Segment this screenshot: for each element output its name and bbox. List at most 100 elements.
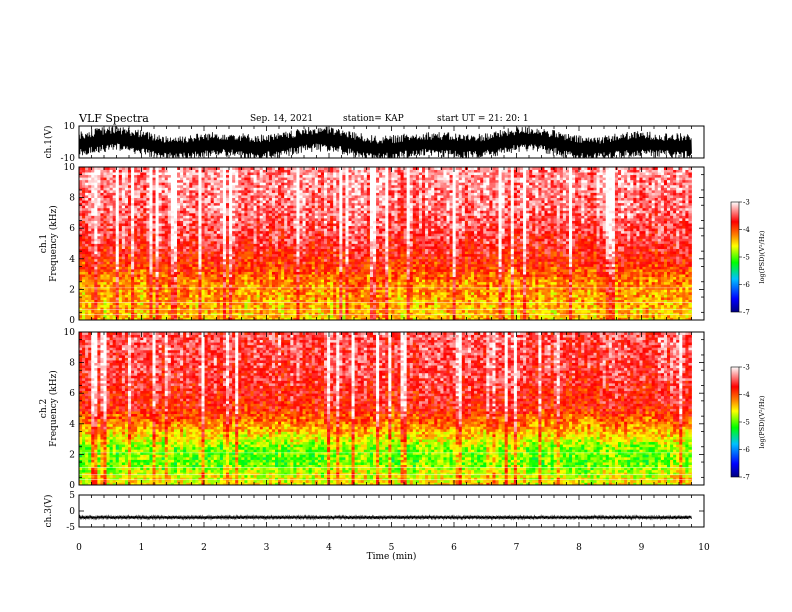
spectrogram-cell [293, 192, 297, 196]
spectrogram-cell [173, 167, 178, 170]
spectrogram-cell [183, 291, 187, 295]
spectrogram-cell [155, 177, 160, 181]
spectrogram-cell [201, 177, 205, 181]
spectrogram-cell [327, 243, 331, 247]
spectrogram-cell [91, 187, 95, 191]
spectrogram-cell [314, 205, 319, 209]
spectrogram-cell [115, 187, 120, 191]
spectrogram-cell [299, 276, 303, 280]
spectrogram-cell [152, 187, 156, 191]
spectrogram-cell [134, 299, 138, 303]
spectrogram-cell [305, 302, 310, 306]
spectrogram-cell [79, 243, 83, 247]
spectrogram-cell [320, 228, 325, 232]
spectrogram-cell [324, 202, 328, 206]
spectrogram-cell [152, 284, 156, 288]
spectrogram-cell [324, 207, 328, 211]
spectrogram-cell [238, 235, 242, 239]
spectrogram-cell [265, 210, 270, 214]
spectrogram-cell [262, 314, 267, 318]
spectrogram-cell [180, 291, 184, 295]
spectrogram-cell [97, 271, 101, 275]
spectrogram-cell [158, 225, 163, 229]
spectrogram-cell [299, 235, 303, 239]
spectrogram-cell [296, 248, 300, 252]
spectrogram-cell [180, 218, 184, 221]
spectrogram-cell [100, 269, 104, 272]
spectrogram-cell [247, 253, 251, 257]
spectrogram-cell [262, 281, 267, 285]
spectrogram-cell [186, 274, 190, 278]
spectrogram-cell [262, 317, 267, 320]
spectrogram-cell [186, 246, 190, 249]
spectrogram-cell [109, 246, 114, 249]
spectrogram-cell [177, 189, 181, 193]
spectrogram-cell [213, 197, 218, 201]
spectrogram-cell [180, 248, 184, 252]
spectrogram-cell [305, 248, 310, 252]
spectrogram-cell [238, 314, 242, 318]
spectrogram-cell [161, 238, 166, 242]
spectrogram-cell [149, 177, 153, 181]
spectrogram-cell [296, 197, 300, 201]
spectrogram-cell [216, 187, 221, 191]
spectrogram-cell [88, 174, 92, 178]
spectrogram-cell [299, 297, 303, 300]
spectrogram-cell [173, 314, 178, 318]
spectrogram-cell [324, 284, 328, 288]
spectrogram-cell [106, 212, 111, 216]
spectrogram-cell [170, 271, 175, 275]
spectrogram-cell [265, 233, 270, 237]
spectrogram-cell [250, 269, 254, 272]
spectrogram-cell [226, 258, 230, 262]
spectrogram-cell [109, 266, 114, 270]
spectrogram-cell [210, 261, 215, 265]
spectrogram-cell [296, 297, 300, 300]
spectrogram-cell [131, 269, 135, 272]
spectrogram-cell [124, 263, 129, 267]
spectrogram-cell [226, 200, 230, 204]
spectrogram-cell [115, 192, 120, 196]
spectrogram-cell [155, 179, 160, 183]
spectrogram-cell [275, 312, 279, 316]
spectrogram-cell [302, 218, 307, 221]
spectrogram-cell [311, 197, 316, 201]
spectrogram-cell [164, 281, 169, 285]
spectrogram-cell [121, 187, 126, 191]
spectrogram-cell [103, 240, 107, 244]
spectrogram-cell [79, 205, 83, 209]
spectrogram-cell [118, 197, 123, 201]
spectrogram-cell [91, 294, 95, 298]
spectrogram-cell [229, 207, 233, 211]
spectrogram-cell [278, 307, 282, 311]
spectrogram-cell [241, 197, 245, 201]
spectrogram-cell [244, 202, 248, 206]
spectrogram-cell [247, 233, 251, 237]
spectrogram-cell [97, 202, 101, 206]
spectrogram-cell [94, 243, 98, 247]
spectrogram-cell [275, 299, 279, 303]
spectrogram-cell [314, 189, 319, 193]
spectrogram-cell [106, 317, 111, 320]
spectrogram-cell [94, 281, 98, 285]
spectrogram-cell [327, 240, 331, 244]
spectrogram-cell [287, 202, 291, 206]
spectrogram-cell [235, 266, 239, 270]
spectrogram-cell [124, 284, 129, 288]
spectrogram-cell [149, 200, 153, 204]
spectrogram-cell [192, 314, 196, 318]
spectrogram-cell [226, 179, 230, 183]
spectrogram-cell [192, 195, 196, 198]
spectrogram-cell [134, 218, 138, 221]
spectrogram-cell [287, 182, 291, 186]
spectrogram-cell [219, 286, 224, 290]
spectrogram-cell [293, 184, 297, 188]
spectrogram-cell [186, 174, 190, 178]
spectrogram-cell [226, 215, 230, 219]
spectrogram-cell [247, 238, 251, 242]
spectrogram-cell [170, 251, 175, 255]
spectrogram-cell [216, 304, 221, 308]
spectrogram-cell [161, 212, 166, 216]
spectrogram-cell [173, 212, 178, 216]
spectrogram-cell [124, 228, 129, 232]
